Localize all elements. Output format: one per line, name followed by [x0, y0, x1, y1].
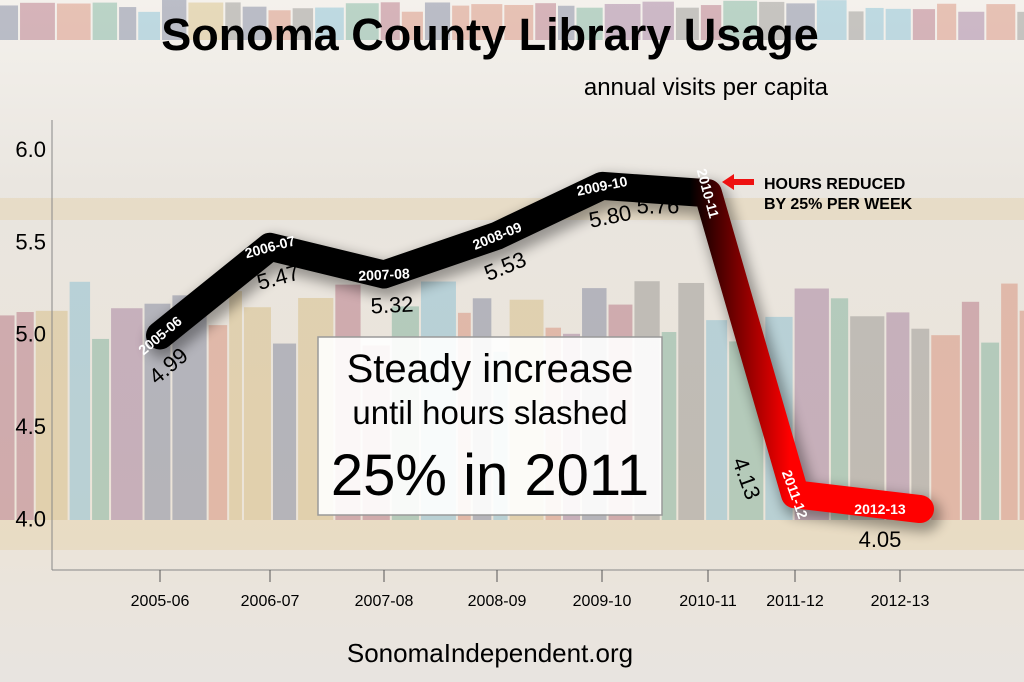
book — [471, 4, 503, 40]
book — [452, 5, 470, 40]
book — [0, 315, 15, 520]
book — [162, 0, 187, 40]
x-tick-label: 2008-09 — [468, 593, 527, 610]
book — [504, 4, 534, 41]
book — [92, 2, 118, 40]
book — [535, 3, 556, 40]
book — [958, 11, 985, 41]
book — [576, 7, 603, 40]
book — [885, 8, 911, 40]
book — [557, 5, 575, 41]
hours-reduced-annotation: HOURS REDUCED BY 25% PER WEEK — [722, 174, 913, 213]
period-label: 2007-08 — [358, 265, 410, 283]
annotation-line-2: BY 25% PER WEEK — [764, 196, 913, 213]
book — [111, 308, 143, 520]
chart-title: Sonoma County Library Usage — [161, 9, 819, 60]
book — [401, 11, 423, 40]
x-tick-label: 2012-13 — [871, 593, 930, 610]
shelf — [0, 198, 1024, 220]
book — [243, 307, 271, 520]
x-tick-label: 2006-07 — [241, 593, 300, 610]
box-line-3: 25% in 2011 — [331, 443, 649, 508]
book — [675, 7, 699, 41]
series-line — [146, 171, 934, 524]
book — [292, 8, 314, 40]
value-label: 4.05 — [859, 527, 902, 552]
value-label: 5.76 — [637, 193, 680, 218]
book — [1001, 283, 1018, 520]
source-credit: SonomaIndependent.org — [347, 638, 633, 668]
book — [56, 3, 91, 41]
y-tick-label: 5.5 — [15, 229, 46, 254]
x-tick-label: 2005-06 — [131, 593, 190, 610]
book — [786, 3, 815, 41]
book — [961, 301, 980, 520]
book — [92, 338, 110, 520]
book — [759, 1, 785, 40]
book — [315, 7, 344, 40]
book — [850, 316, 885, 520]
book — [723, 0, 758, 40]
chart-subtitle: annual visits per capita — [584, 74, 829, 101]
x-tick-label: 2011-12 — [766, 593, 824, 610]
book — [138, 11, 161, 41]
book — [208, 325, 228, 520]
annotation-text-box: Steady increase until hours slashed 25% … — [317, 336, 663, 516]
period-label: 2012-13 — [854, 501, 906, 517]
shelf — [0, 520, 1024, 550]
box-line-2: until hours slashed — [352, 394, 627, 431]
book — [661, 332, 677, 520]
red-arrow-icon — [722, 174, 754, 190]
book — [20, 2, 55, 40]
book — [345, 3, 379, 41]
box-line-1: Steady increase — [347, 347, 634, 391]
book — [830, 298, 849, 520]
book — [986, 4, 1016, 40]
book — [706, 320, 728, 520]
annotation-line-1: HOURS REDUCED — [764, 176, 905, 193]
book — [424, 2, 451, 40]
book — [242, 6, 267, 41]
book — [272, 343, 297, 520]
book — [0, 5, 19, 41]
book — [604, 3, 641, 40]
x-tick-label: 2010-11 — [679, 593, 737, 610]
y-tick-label: 6.0 — [15, 137, 46, 162]
book — [229, 291, 242, 520]
x-tick-label: 2007-08 — [355, 593, 414, 610]
book — [848, 11, 864, 40]
book — [642, 1, 674, 41]
y-tick-label: 4.0 — [15, 506, 46, 531]
book — [16, 312, 34, 520]
book — [981, 342, 1000, 520]
value-label: 5.32 — [370, 291, 414, 318]
book — [1017, 11, 1024, 40]
book — [816, 0, 847, 40]
x-tick-label: 2009-10 — [573, 593, 632, 610]
book — [937, 3, 957, 41]
book — [69, 281, 91, 520]
book — [886, 312, 910, 520]
book — [700, 5, 722, 40]
book — [865, 7, 884, 41]
book — [380, 2, 400, 40]
book — [931, 335, 960, 520]
book — [678, 282, 705, 520]
book — [1019, 310, 1024, 520]
book — [119, 7, 137, 41]
y-tick-label: 5.0 — [15, 322, 46, 347]
book — [188, 2, 224, 40]
book — [911, 328, 930, 520]
book — [225, 2, 241, 41]
book — [912, 9, 936, 40]
book — [268, 10, 291, 40]
y-tick-label: 4.5 — [15, 414, 46, 439]
